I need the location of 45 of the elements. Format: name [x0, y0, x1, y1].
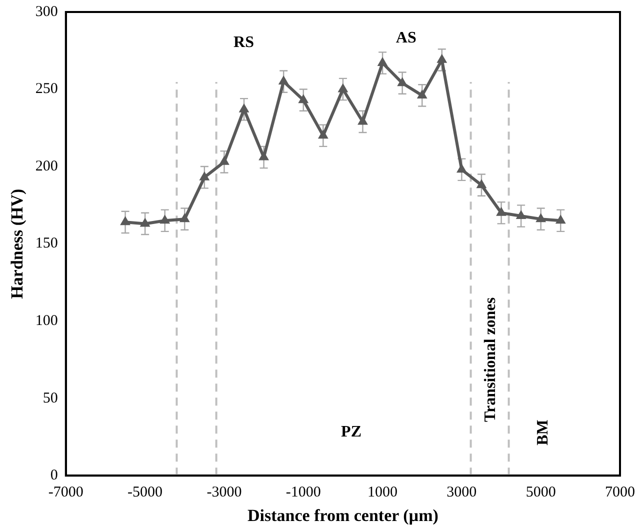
point	[120, 216, 130, 226]
y-tick-label: 50	[42, 390, 58, 406]
y-tick-label: 300	[35, 4, 58, 20]
annotation: RS	[234, 34, 254, 52]
y-axis-title: Hardness (HV)	[8, 188, 27, 299]
y-tick-label: 250	[35, 81, 58, 98]
x-tick-label: -3000	[206, 484, 242, 501]
point	[377, 56, 388, 66]
point	[160, 214, 170, 224]
y-tick-label: 200	[35, 158, 58, 174]
x-tick-label: 1000	[368, 484, 398, 501]
point	[338, 83, 348, 92]
point	[397, 77, 408, 86]
point	[140, 218, 150, 227]
point	[219, 156, 230, 165]
point	[516, 210, 526, 219]
annotation: AS	[396, 30, 416, 47]
annotation: PZ	[341, 424, 362, 441]
point	[476, 179, 487, 188]
annotation: BM	[534, 420, 552, 446]
y-tick-label: 150	[35, 236, 58, 252]
point	[555, 214, 566, 224]
annotation: Transitional zones	[482, 297, 500, 422]
x-tick-label: -7000	[48, 484, 84, 501]
x-axis-title: Distance from center (µm)	[247, 506, 438, 526]
point	[278, 76, 289, 85]
point	[456, 164, 467, 173]
point	[238, 103, 250, 112]
x-tick-label: -1000	[286, 484, 321, 501]
point	[298, 94, 309, 104]
point	[416, 89, 428, 98]
y-tick-label: 0	[50, 468, 58, 484]
point	[436, 54, 448, 63]
point	[179, 213, 190, 222]
point	[358, 116, 368, 125]
point	[536, 213, 546, 222]
x-tick-label: 5000	[526, 484, 556, 501]
point	[496, 206, 506, 216]
x-tick-label: 3000	[446, 484, 477, 501]
point	[318, 130, 328, 139]
point	[258, 151, 269, 160]
y-tick-label: 100	[35, 313, 58, 330]
x-tick-label: 7000	[605, 484, 635, 501]
x-tick-label: -5000	[128, 484, 163, 501]
point	[199, 171, 210, 180]
